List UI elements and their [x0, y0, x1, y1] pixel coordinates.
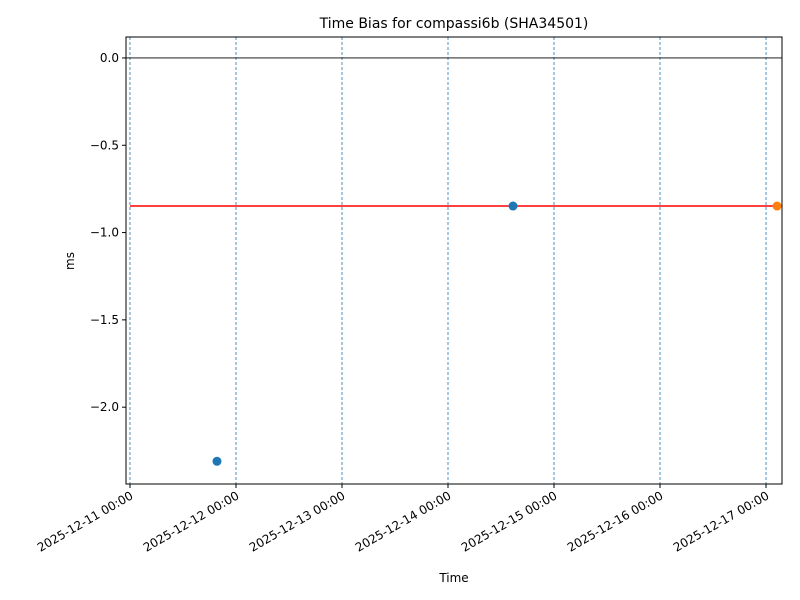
x-tick-label: 2025-12-16 00:00 [565, 488, 666, 554]
y-tick-label: −1.0 [90, 226, 119, 240]
x-tick-label: 2025-12-17 00:00 [671, 488, 772, 554]
x-tick-label: 2025-12-14 00:00 [353, 488, 454, 554]
point [212, 456, 222, 466]
y-tick-label: 0.0 [100, 51, 119, 65]
x-axis-label: Time [438, 571, 468, 585]
x-tick-label: 2025-12-12 00:00 [141, 488, 242, 554]
y-tick-label: −1.5 [90, 313, 119, 327]
point [772, 201, 782, 211]
plot-frame [125, 36, 783, 485]
chart-title: Time Bias for compassi6b (SHA34501) [319, 16, 589, 32]
x-tick-label: 2025-12-11 00:00 [35, 488, 136, 554]
y-axis-label: ms [63, 252, 77, 270]
y-tick-label: −0.5 [90, 138, 119, 152]
x-tick-label: 2025-12-15 00:00 [459, 488, 560, 554]
y-tick-label: −2.0 [90, 400, 119, 414]
x-tick-label: 2025-12-13 00:00 [247, 488, 348, 554]
point [508, 201, 518, 211]
